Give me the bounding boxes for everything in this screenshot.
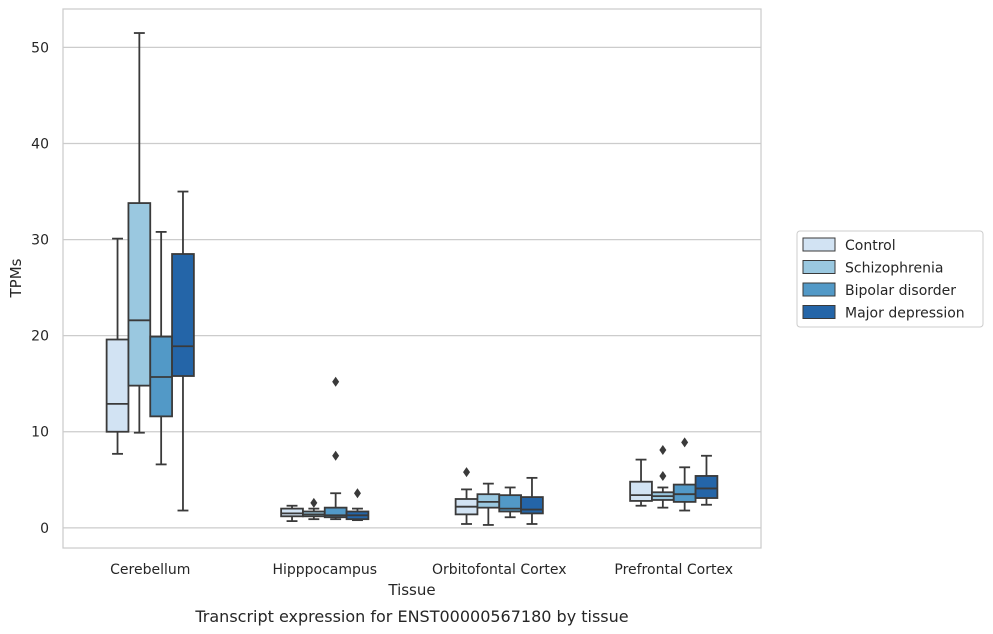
x-axis-label: Tissue: [387, 581, 435, 599]
outlier-point: [332, 376, 340, 387]
y-tick-label: 50: [31, 40, 49, 56]
legend-label: Control: [845, 238, 896, 254]
box-iqr: [629, 480, 653, 502]
box-control: [280, 504, 304, 522]
chart-caption: Transcript expression for ENST0000056718…: [194, 607, 628, 626]
y-axis-label: TPMs: [7, 258, 25, 298]
x-tick-label: Cerebellum: [110, 562, 190, 578]
box-control: [454, 467, 479, 525]
box-bipolar-disorder: [498, 486, 522, 519]
x-axis-ticks: Cerebellum Hipppocampus Orbitofontal Corte…: [110, 562, 733, 578]
legend-label: Schizophrenia: [845, 261, 943, 277]
outlier-point: [659, 470, 667, 481]
box-major-depression: [520, 476, 544, 525]
box-schizophrenia: [127, 32, 152, 434]
boxes: [105, 32, 719, 526]
gridlines: [63, 46, 761, 529]
box-major-depression: [345, 488, 370, 522]
y-tick-label: 20: [31, 329, 49, 345]
outlier-point: [310, 497, 318, 508]
box-schizophrenia: [302, 497, 326, 521]
x-tick-label: Hipppocampus: [272, 562, 377, 578]
box-major-depression: [171, 190, 195, 512]
x-tick-label: Prefrontal Cortex: [614, 562, 733, 578]
legend: Control Schizophrenia Bipolar disorder Majo…: [796, 230, 984, 328]
outlier-point: [332, 450, 340, 461]
box-schizophrenia: [651, 445, 675, 509]
legend-swatch: [802, 237, 836, 252]
outlier-point: [353, 488, 361, 499]
y-tick-label: 40: [31, 137, 49, 153]
legend-label: Bipolar disorder: [845, 283, 956, 299]
legend-swatch: [802, 305, 836, 319]
y-axis-ticks: 0 10 20 30 40 50: [31, 40, 49, 536]
box-iqr: [520, 496, 544, 515]
box-iqr: [694, 475, 719, 499]
box-bipolar-disorder: [323, 376, 348, 521]
legend-swatch: [802, 260, 836, 274]
legend-label: Major depression: [845, 306, 965, 322]
y-tick-label: 30: [31, 233, 49, 249]
x-tick-label: Orbitofontal Cortex: [432, 562, 567, 578]
outlier-point: [681, 437, 689, 448]
plot-frame: [62, 8, 762, 549]
box-iqr: [476, 493, 501, 509]
y-tick-label: 0: [40, 521, 49, 537]
box-major-depression: [694, 454, 719, 506]
box-iqr: [127, 202, 152, 387]
legend-frame: [796, 230, 984, 328]
outlier-point: [463, 467, 471, 478]
box-bipolar-disorder: [672, 437, 697, 512]
box-control: [105, 237, 130, 455]
legend-swatch: [802, 282, 836, 297]
box-iqr: [105, 338, 130, 433]
box-schizophrenia: [476, 482, 501, 526]
y-tick-label: 10: [31, 425, 49, 441]
box-iqr: [171, 253, 195, 377]
box-control: [629, 458, 653, 507]
box-iqr: [672, 483, 697, 503]
box-bipolar-disorder: [149, 231, 173, 466]
outlier-point: [659, 445, 667, 455]
box-iqr: [280, 507, 304, 518]
